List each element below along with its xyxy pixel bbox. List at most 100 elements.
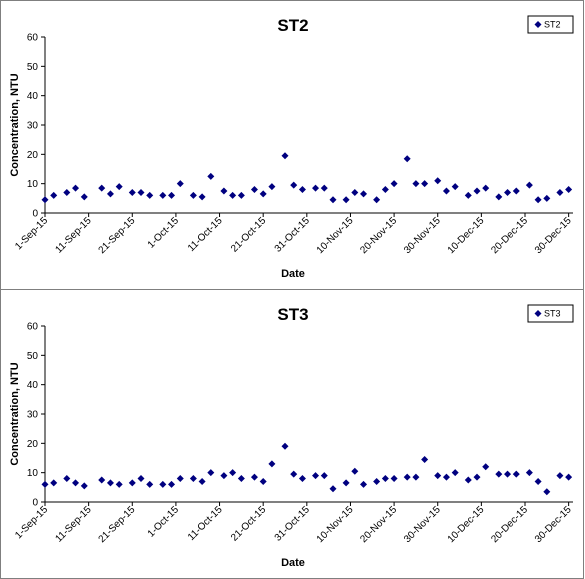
data-point (290, 470, 298, 478)
x-tick-label: 20-Nov-15 (358, 215, 399, 256)
data-point (50, 479, 58, 487)
x-tick-label: 30-Nov-15 (402, 504, 443, 545)
data-point (298, 475, 306, 483)
x-tick-label: 1-Sep-15 (13, 504, 50, 541)
data-point (312, 472, 320, 480)
data-point (381, 186, 389, 194)
x-tick-label: 11-Oct-15 (186, 504, 225, 543)
data-point (412, 473, 420, 481)
data-point (50, 191, 58, 199)
data-point (373, 196, 381, 204)
data-point (229, 469, 237, 477)
chart-title: ST3 (277, 305, 308, 324)
y-tick-label: 40 (27, 380, 39, 391)
x-tick-label: 1-Oct-15 (146, 504, 182, 540)
x-tick-label: 10-Dec-15 (446, 215, 487, 256)
data-point (63, 475, 71, 483)
data-point (421, 180, 429, 188)
scatter-chart-st3: ST3 0 10 20 30 40 50 60 1-Sep-15 11-Sep-15 21-Sep-… (9, 304, 574, 569)
data-point (451, 469, 459, 477)
data-point (543, 194, 551, 202)
x-axis-label: Date (281, 268, 305, 280)
x-tick-label: 1-Oct-15 (146, 215, 182, 251)
data-point (281, 152, 289, 160)
data-point (259, 190, 267, 198)
data-point (189, 191, 197, 199)
data-point (434, 177, 442, 185)
data-point (556, 188, 564, 196)
data-point (504, 470, 512, 478)
x-tick-label: 30-Dec-15 (533, 215, 574, 256)
data-point (482, 463, 490, 471)
data-point (512, 470, 520, 478)
data-point (229, 191, 237, 199)
legend-box (527, 304, 574, 323)
data-point (115, 480, 123, 488)
x-tick-label: 20-Nov-15 (358, 504, 399, 545)
data-point (41, 480, 49, 488)
y-axis-label: Concentration, NTU (9, 73, 21, 176)
data-point (98, 184, 106, 192)
data-point (351, 188, 359, 196)
data-point (342, 196, 350, 204)
data-point (268, 183, 276, 191)
legend-marker (534, 310, 542, 317)
data-point (176, 180, 184, 188)
data-point (565, 186, 573, 194)
y-tick-label: 50 (27, 62, 39, 73)
data-point (390, 180, 398, 188)
data-point (80, 193, 88, 201)
data-point (220, 187, 228, 195)
data-point (534, 477, 542, 485)
data-point (482, 184, 490, 192)
data-point (320, 472, 328, 480)
data-point (198, 193, 206, 201)
data-point (373, 477, 381, 485)
data-point (268, 460, 276, 468)
data-point (360, 480, 368, 488)
data-point (168, 191, 176, 199)
x-tick-label: 31-Oct-15 (273, 504, 313, 544)
x-axis-label: Date (281, 557, 305, 569)
data-point (41, 196, 49, 204)
data-point (237, 191, 245, 199)
data-point (207, 469, 215, 477)
data-point (534, 196, 542, 204)
data-point (351, 467, 359, 475)
data-point (250, 186, 258, 194)
data-point (72, 184, 80, 192)
data-point (290, 181, 298, 189)
y-tick-label: 10 (27, 468, 39, 479)
data-point (159, 191, 167, 199)
data-point (495, 193, 503, 201)
data-point (473, 187, 481, 195)
data-point (434, 472, 442, 480)
data-point (98, 476, 106, 484)
chart-panel-st2: ST2 0 10 20 30 40 50 60 1-Sep-15 11-Sep-15 21-Sep-… (0, 0, 584, 290)
x-tick-label: 11-Oct-15 (186, 215, 225, 254)
y-tick-label: 30 (27, 121, 39, 132)
legend-label: ST3 (544, 309, 561, 319)
data-point (220, 472, 228, 480)
y-tick-label: 10 (27, 179, 39, 190)
data-point (451, 183, 459, 191)
data-point (403, 473, 411, 481)
data-point (421, 455, 429, 463)
x-tick-label: 21-Sep-15 (97, 215, 138, 256)
chart-title: ST2 (277, 16, 308, 35)
x-tick-label: 20-Dec-15 (489, 504, 530, 545)
x-tick-label: 31-Oct-15 (273, 215, 313, 255)
data-point (473, 473, 481, 481)
y-axis-label: Concentration, NTU (9, 362, 21, 465)
x-tick-label: 10-Nov-15 (315, 504, 356, 545)
y-tick-label: 30 (27, 410, 39, 421)
data-point (504, 188, 512, 196)
x-tick-label: 30-Dec-15 (533, 504, 574, 545)
y-tick-label: 0 (32, 498, 38, 509)
data-point (342, 479, 350, 487)
data-point (442, 187, 450, 195)
data-point (72, 479, 80, 487)
x-tick-label: 11-Sep-15 (53, 504, 94, 545)
data-point (403, 155, 411, 163)
data-point (137, 188, 145, 196)
